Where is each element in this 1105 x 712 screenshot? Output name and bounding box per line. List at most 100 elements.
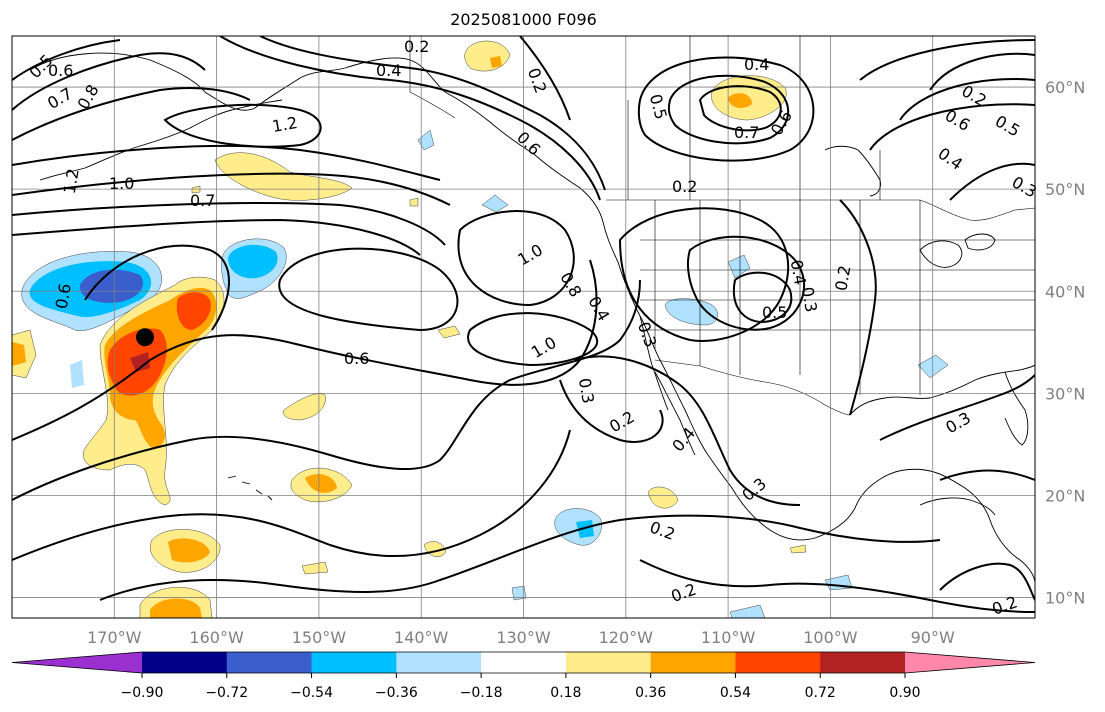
positive-anomaly-region xyxy=(789,544,807,554)
colorbar-tick-label: −0.36 xyxy=(375,685,418,701)
contour-label: 0.4 xyxy=(787,258,810,286)
contour-label: 0.4 xyxy=(376,61,401,80)
colorbar-over-extension xyxy=(905,652,1035,673)
positive-anomaly-region xyxy=(305,474,337,493)
colorbar: −0.90 −0.72 −0.54 −0.36 −0.18 0.18 0.36 0.54 0.7… xyxy=(11,651,1036,701)
contour-label: 0.5 xyxy=(992,111,1024,140)
contour-line xyxy=(163,103,322,148)
map-title: 2025081000 F096 xyxy=(450,10,597,29)
longitude-tick-label: 160°W xyxy=(189,628,244,647)
contour-line xyxy=(639,559,1035,613)
location-marker xyxy=(135,328,154,347)
colorbar-tick-label: 0.54 xyxy=(720,685,751,701)
colorbar-segment xyxy=(565,652,652,673)
positive-anomaly-region xyxy=(301,561,329,575)
contour-label: 0.4 xyxy=(668,424,699,456)
alaska-islands xyxy=(39,99,283,181)
colorbar-segment xyxy=(481,652,567,673)
contour-line xyxy=(637,56,815,162)
negative-anomaly-region xyxy=(70,360,84,388)
latitude-labels: 10°N 20°N 30°N 40°N 50°N 60°N xyxy=(1045,78,1085,608)
longitude-tick-label: 120°W xyxy=(599,628,654,647)
colorbar-tick-label: −0.54 xyxy=(290,685,333,701)
negative-anomaly-region xyxy=(511,585,527,601)
contour-label: 0.4 xyxy=(744,55,769,74)
colorbar-tick-label: −0.72 xyxy=(205,685,248,701)
contour-line xyxy=(12,202,446,246)
negative-anomaly-region xyxy=(228,244,278,279)
contour-label: 0.2 xyxy=(668,580,698,607)
contour-line xyxy=(278,247,459,332)
contour-line xyxy=(899,78,1035,121)
contour-line xyxy=(879,374,1035,441)
longitude-tick-label: 170°W xyxy=(87,628,142,647)
contour-label: 1.0 xyxy=(514,240,546,269)
contour-line xyxy=(12,39,121,81)
contour-label: 0.6 xyxy=(52,282,75,310)
baja-peninsula xyxy=(639,315,669,411)
negative-anomaly-region xyxy=(729,604,766,618)
positive-anomaly-region xyxy=(647,486,679,509)
negative-anomaly-region xyxy=(417,129,435,151)
colorbar-tick-label: −0.18 xyxy=(460,685,503,701)
longitude-tick-label: 100°W xyxy=(803,628,858,647)
positive-anomaly-region xyxy=(728,93,752,108)
contour-line xyxy=(519,36,571,121)
coastlines xyxy=(29,52,1035,583)
positive-anomaly-region xyxy=(214,152,353,201)
contour-line xyxy=(686,235,805,331)
contour-label: 0.6 xyxy=(48,61,73,80)
positive-anomaly-region xyxy=(409,197,419,207)
positive-anomaly-region xyxy=(490,56,502,68)
negative-anomaly-region xyxy=(79,269,144,303)
contour-line xyxy=(467,312,599,367)
contour-line xyxy=(559,379,664,443)
contour-label: 0.7 xyxy=(734,123,759,142)
cuba-outline xyxy=(919,497,996,516)
colorbar-tick-label: 0.72 xyxy=(805,685,836,701)
colorbar-segment xyxy=(650,652,736,673)
map-frame xyxy=(11,35,1036,619)
latitude-tick-label: 60°N xyxy=(1045,78,1085,97)
colorbar-segment xyxy=(735,652,821,673)
contour-line xyxy=(929,52,1035,91)
colorbar-tick-label: 0.90 xyxy=(889,685,920,701)
contour-label: 0.6 xyxy=(344,349,369,368)
contour-label: 0.5 xyxy=(762,303,787,322)
contour-label: 0.2 xyxy=(524,65,551,95)
contour-line xyxy=(574,355,801,506)
contour-label: 0.2 xyxy=(606,407,638,436)
contour-label: 0.4 xyxy=(934,144,966,174)
contour-label: 0.2 xyxy=(404,37,429,56)
gulf-of-california xyxy=(654,371,696,456)
contour-label: 0.2 xyxy=(831,264,854,292)
longitude-tick-label: 130°W xyxy=(496,628,551,647)
contour-label: 1.0 xyxy=(109,174,134,193)
contour-line xyxy=(84,244,230,331)
negative-anomaly-region xyxy=(664,298,718,326)
contour-label: 1.0 xyxy=(528,333,560,362)
contour-line xyxy=(12,52,206,111)
contour-label: 0.2 xyxy=(990,592,1020,619)
us-mexico-border xyxy=(654,359,851,416)
contour-line xyxy=(12,218,421,256)
positive-anomaly-region xyxy=(12,342,26,366)
latitude-tick-label: 40°N xyxy=(1045,282,1085,301)
latitude-tick-label: 30°N xyxy=(1045,384,1085,403)
contour-label: 0.2 xyxy=(647,517,677,544)
us-gulf-coastline xyxy=(849,364,1035,416)
negative-anomaly-region xyxy=(576,520,594,538)
colorbar-segment xyxy=(820,652,906,673)
political-borders xyxy=(409,36,1035,416)
longitude-tick-label: 110°W xyxy=(701,628,756,647)
colorbar-segment xyxy=(226,652,313,673)
contour-label: 0.5 xyxy=(646,92,671,122)
negative-anomaly-region xyxy=(481,194,509,213)
colorbar-tick-label: 0.18 xyxy=(550,685,581,701)
contour-line xyxy=(457,210,575,307)
alaska-coastline xyxy=(29,52,604,223)
us-canada-border xyxy=(606,199,1035,221)
negative-anomaly-region xyxy=(824,574,853,591)
contour-line xyxy=(12,429,571,561)
